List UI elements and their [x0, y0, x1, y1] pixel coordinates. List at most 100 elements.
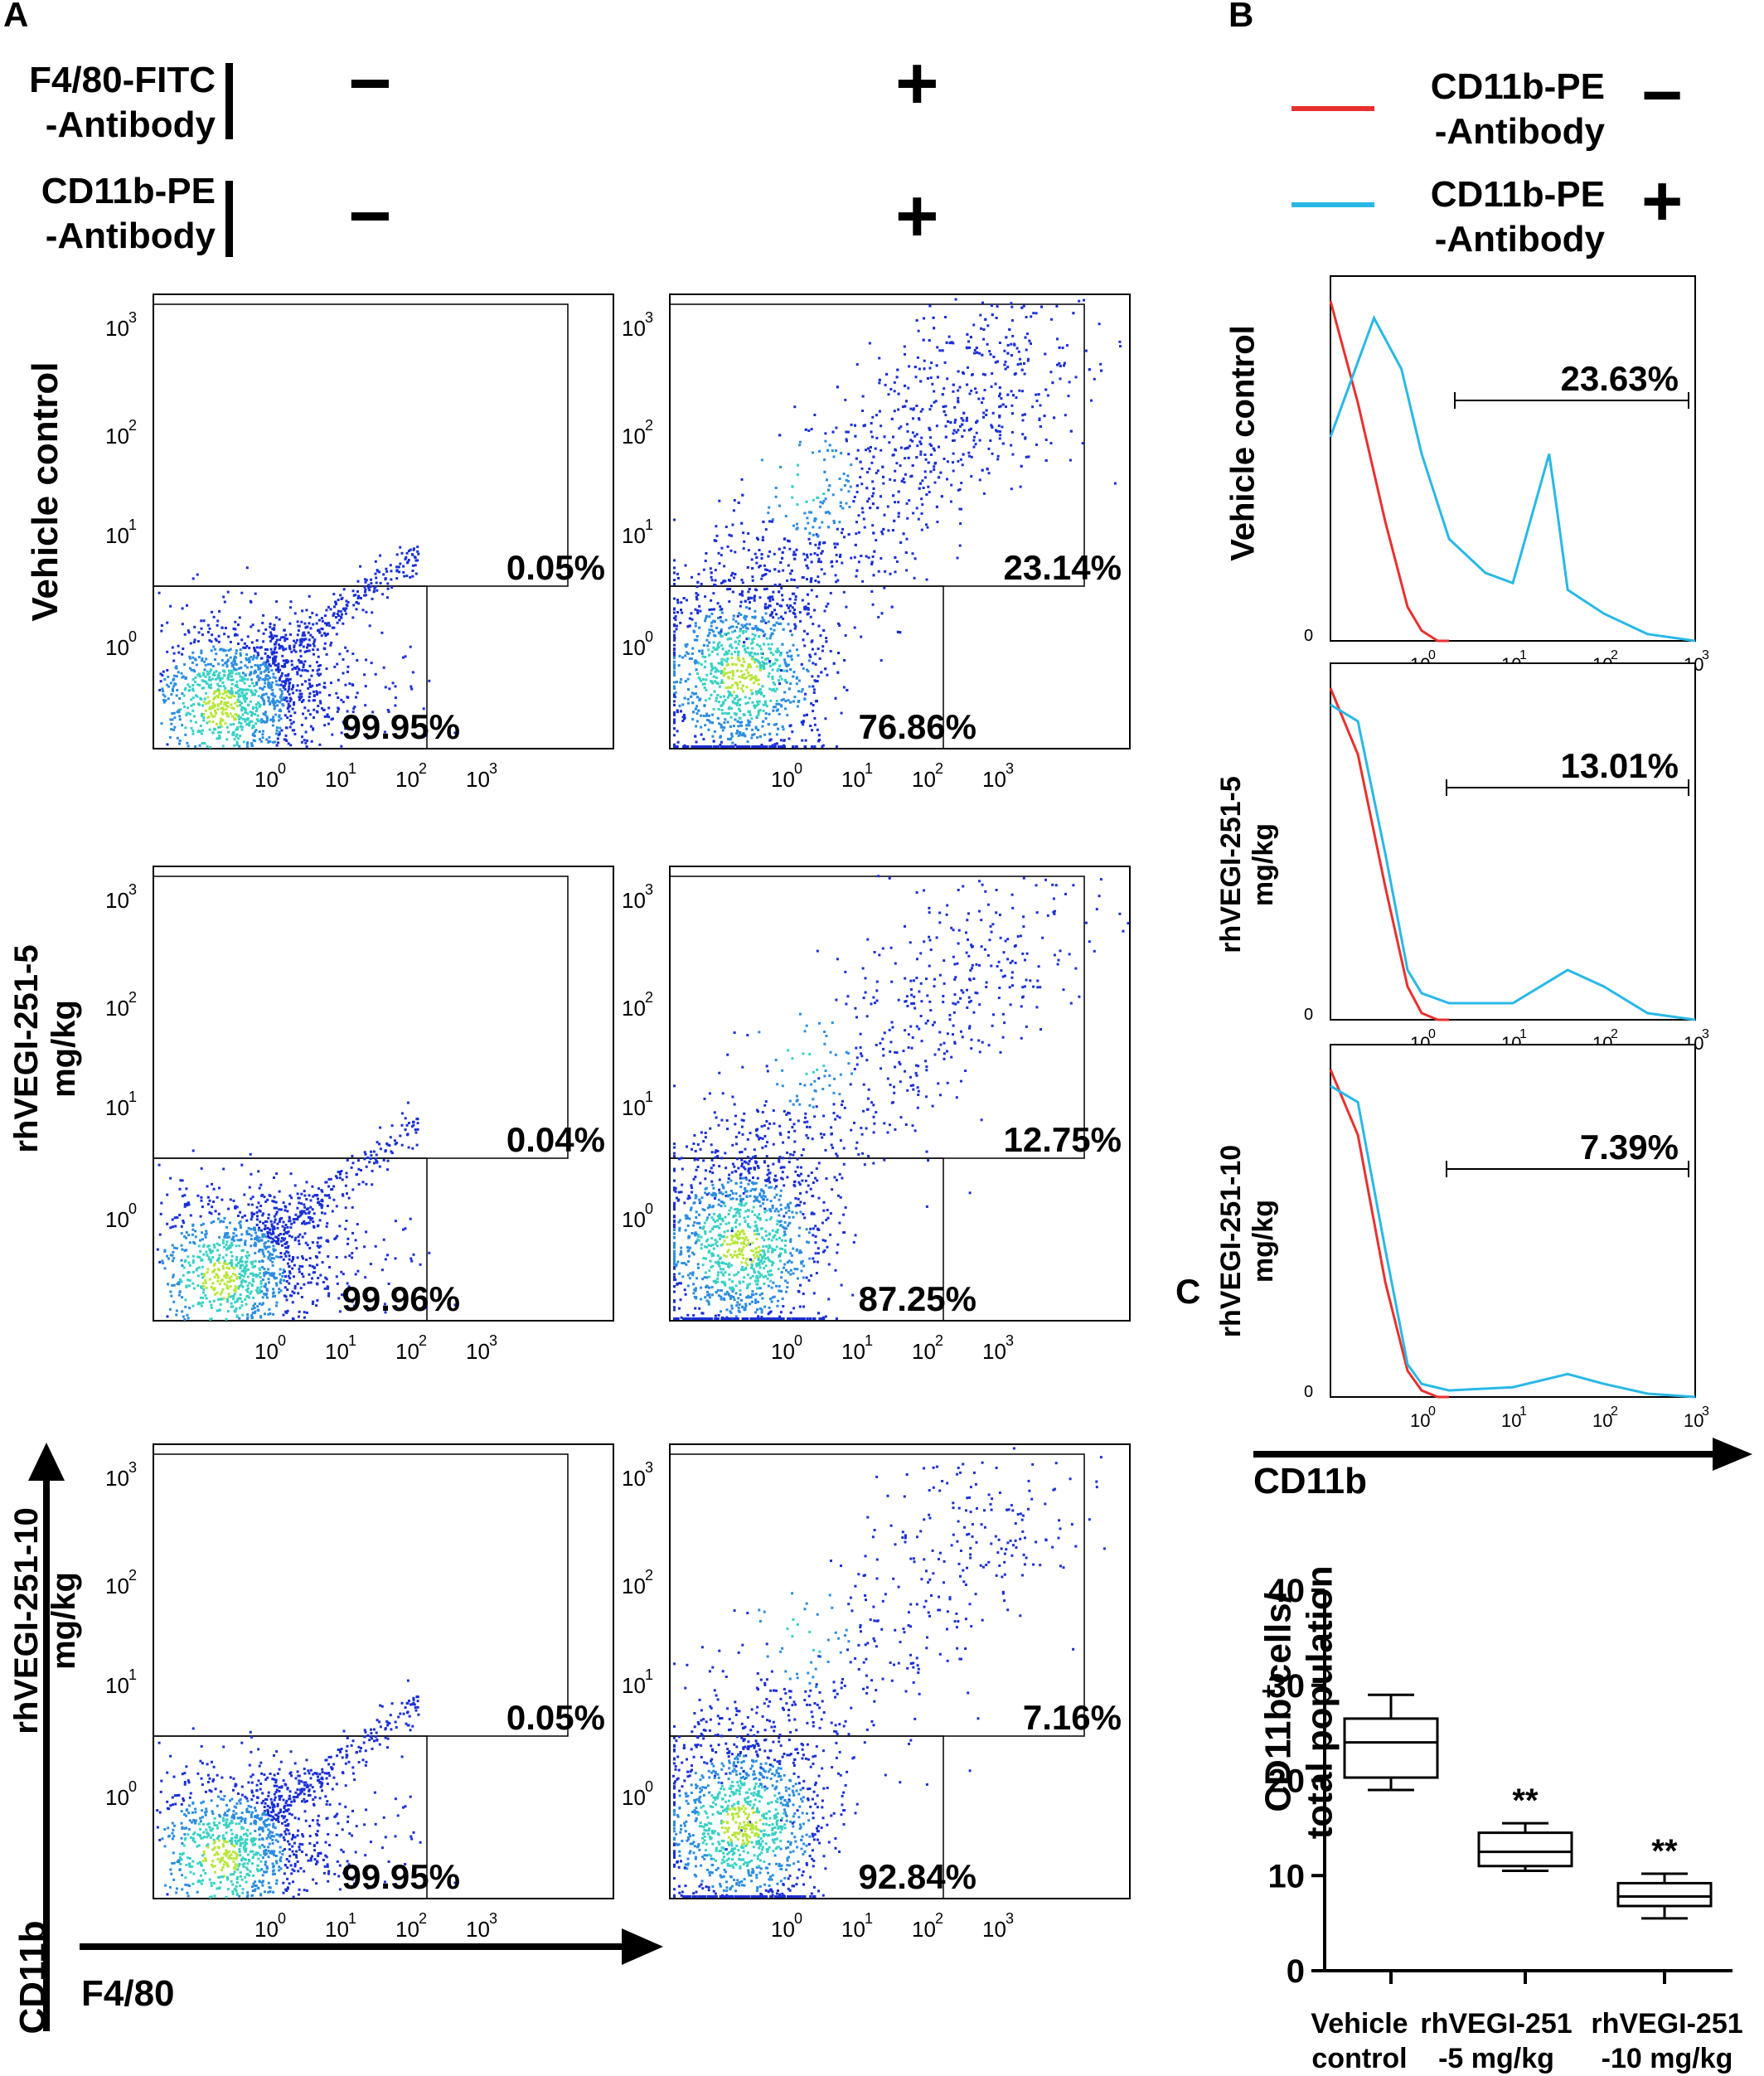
cell-event — [761, 664, 764, 667]
cell-event — [865, 487, 869, 490]
cell-event — [823, 609, 826, 613]
cell-event — [351, 1231, 354, 1234]
cell-event — [279, 726, 282, 730]
cell-event — [240, 677, 244, 680]
cell-event — [166, 650, 169, 653]
cell-event — [953, 405, 957, 409]
cell-event — [213, 1268, 216, 1271]
cell-event — [240, 701, 243, 705]
cell-event — [412, 1123, 415, 1127]
cell-event — [717, 551, 720, 555]
cell-event — [720, 608, 724, 611]
cell-event — [240, 1249, 244, 1252]
cell-event — [271, 628, 274, 631]
cell-event — [270, 633, 274, 637]
cell-event — [970, 389, 973, 392]
cell-event — [235, 740, 239, 744]
cell-event — [875, 472, 878, 474]
cell-event — [245, 1264, 248, 1267]
cell-event — [365, 1230, 368, 1234]
cell-event — [817, 580, 821, 584]
cell-event — [800, 720, 803, 724]
cell-event — [225, 1284, 229, 1288]
cell-event — [244, 1243, 247, 1246]
cell-event — [390, 1150, 393, 1153]
cell-event — [162, 699, 166, 701]
cell-event — [333, 1237, 337, 1240]
cell-event — [324, 1276, 327, 1279]
cell-event — [845, 438, 848, 441]
cell-event — [370, 1154, 373, 1157]
cell-event — [279, 1217, 283, 1220]
cell-event — [999, 434, 1002, 437]
cell-event — [880, 495, 882, 498]
cell-event — [279, 1278, 283, 1281]
cell-event — [307, 1281, 310, 1284]
cell-event — [715, 525, 718, 528]
cell-event — [834, 574, 837, 577]
cell-event — [810, 589, 813, 592]
legend-minus-sign: − — [1641, 56, 1684, 135]
cell-event — [732, 674, 734, 677]
cell-event — [284, 1246, 288, 1249]
cell-event — [219, 685, 222, 688]
cell-event — [1035, 443, 1038, 446]
cell-event — [313, 708, 316, 711]
cell-event — [724, 633, 727, 636]
cell-event — [749, 653, 752, 657]
cell-event — [397, 565, 400, 569]
cell-event — [790, 657, 793, 661]
cell-event — [206, 1196, 210, 1199]
cell-event — [269, 1312, 272, 1315]
cell-event — [160, 629, 163, 633]
cell-event — [317, 1187, 320, 1191]
x-tick-exponent: 3 — [1006, 760, 1014, 777]
cell-event — [357, 602, 360, 605]
cell-event — [191, 656, 195, 659]
cell-event — [932, 447, 935, 450]
cell-event — [755, 589, 758, 592]
cell-event — [799, 619, 802, 623]
cell-event — [1100, 369, 1103, 372]
cell-event — [710, 650, 714, 653]
cell-event — [713, 608, 715, 611]
cell-event — [1049, 371, 1053, 374]
cell-event — [238, 720, 240, 724]
cell-event — [422, 707, 425, 711]
cell-event — [191, 678, 195, 681]
cell-event — [727, 737, 729, 740]
cell-event — [338, 652, 342, 656]
cell-event — [356, 1172, 358, 1176]
cell-event — [754, 552, 757, 555]
cell-event — [679, 681, 682, 684]
cell-event — [674, 618, 677, 621]
cell-event — [802, 629, 806, 633]
cell-event — [414, 564, 417, 567]
cell-event — [166, 1222, 169, 1225]
cell-event — [293, 667, 297, 670]
cell-event — [732, 745, 735, 748]
cell-event — [385, 1142, 389, 1145]
cell-event — [227, 674, 230, 677]
f480-antibody-label: F4/80-FITC -Antibody — [29, 60, 216, 145]
cell-event — [201, 712, 204, 715]
cell-event — [376, 1141, 379, 1144]
cell-event — [303, 638, 306, 641]
cell-event — [235, 1276, 239, 1278]
cell-event — [190, 698, 193, 701]
cell-event — [934, 400, 938, 403]
cell-event — [243, 681, 246, 685]
cell-event — [938, 445, 940, 449]
cell-event — [750, 558, 754, 561]
cell-event — [181, 607, 184, 610]
cell-event — [741, 594, 744, 597]
cell-event — [923, 367, 926, 371]
y-tick-exponent: 0 — [645, 628, 653, 645]
cell-event — [374, 585, 377, 589]
cell-event — [235, 668, 238, 672]
cell-event — [845, 430, 848, 434]
cell-event — [972, 445, 976, 449]
cell-event — [395, 553, 399, 556]
cell-event — [296, 684, 299, 687]
cell-event — [239, 1220, 242, 1223]
